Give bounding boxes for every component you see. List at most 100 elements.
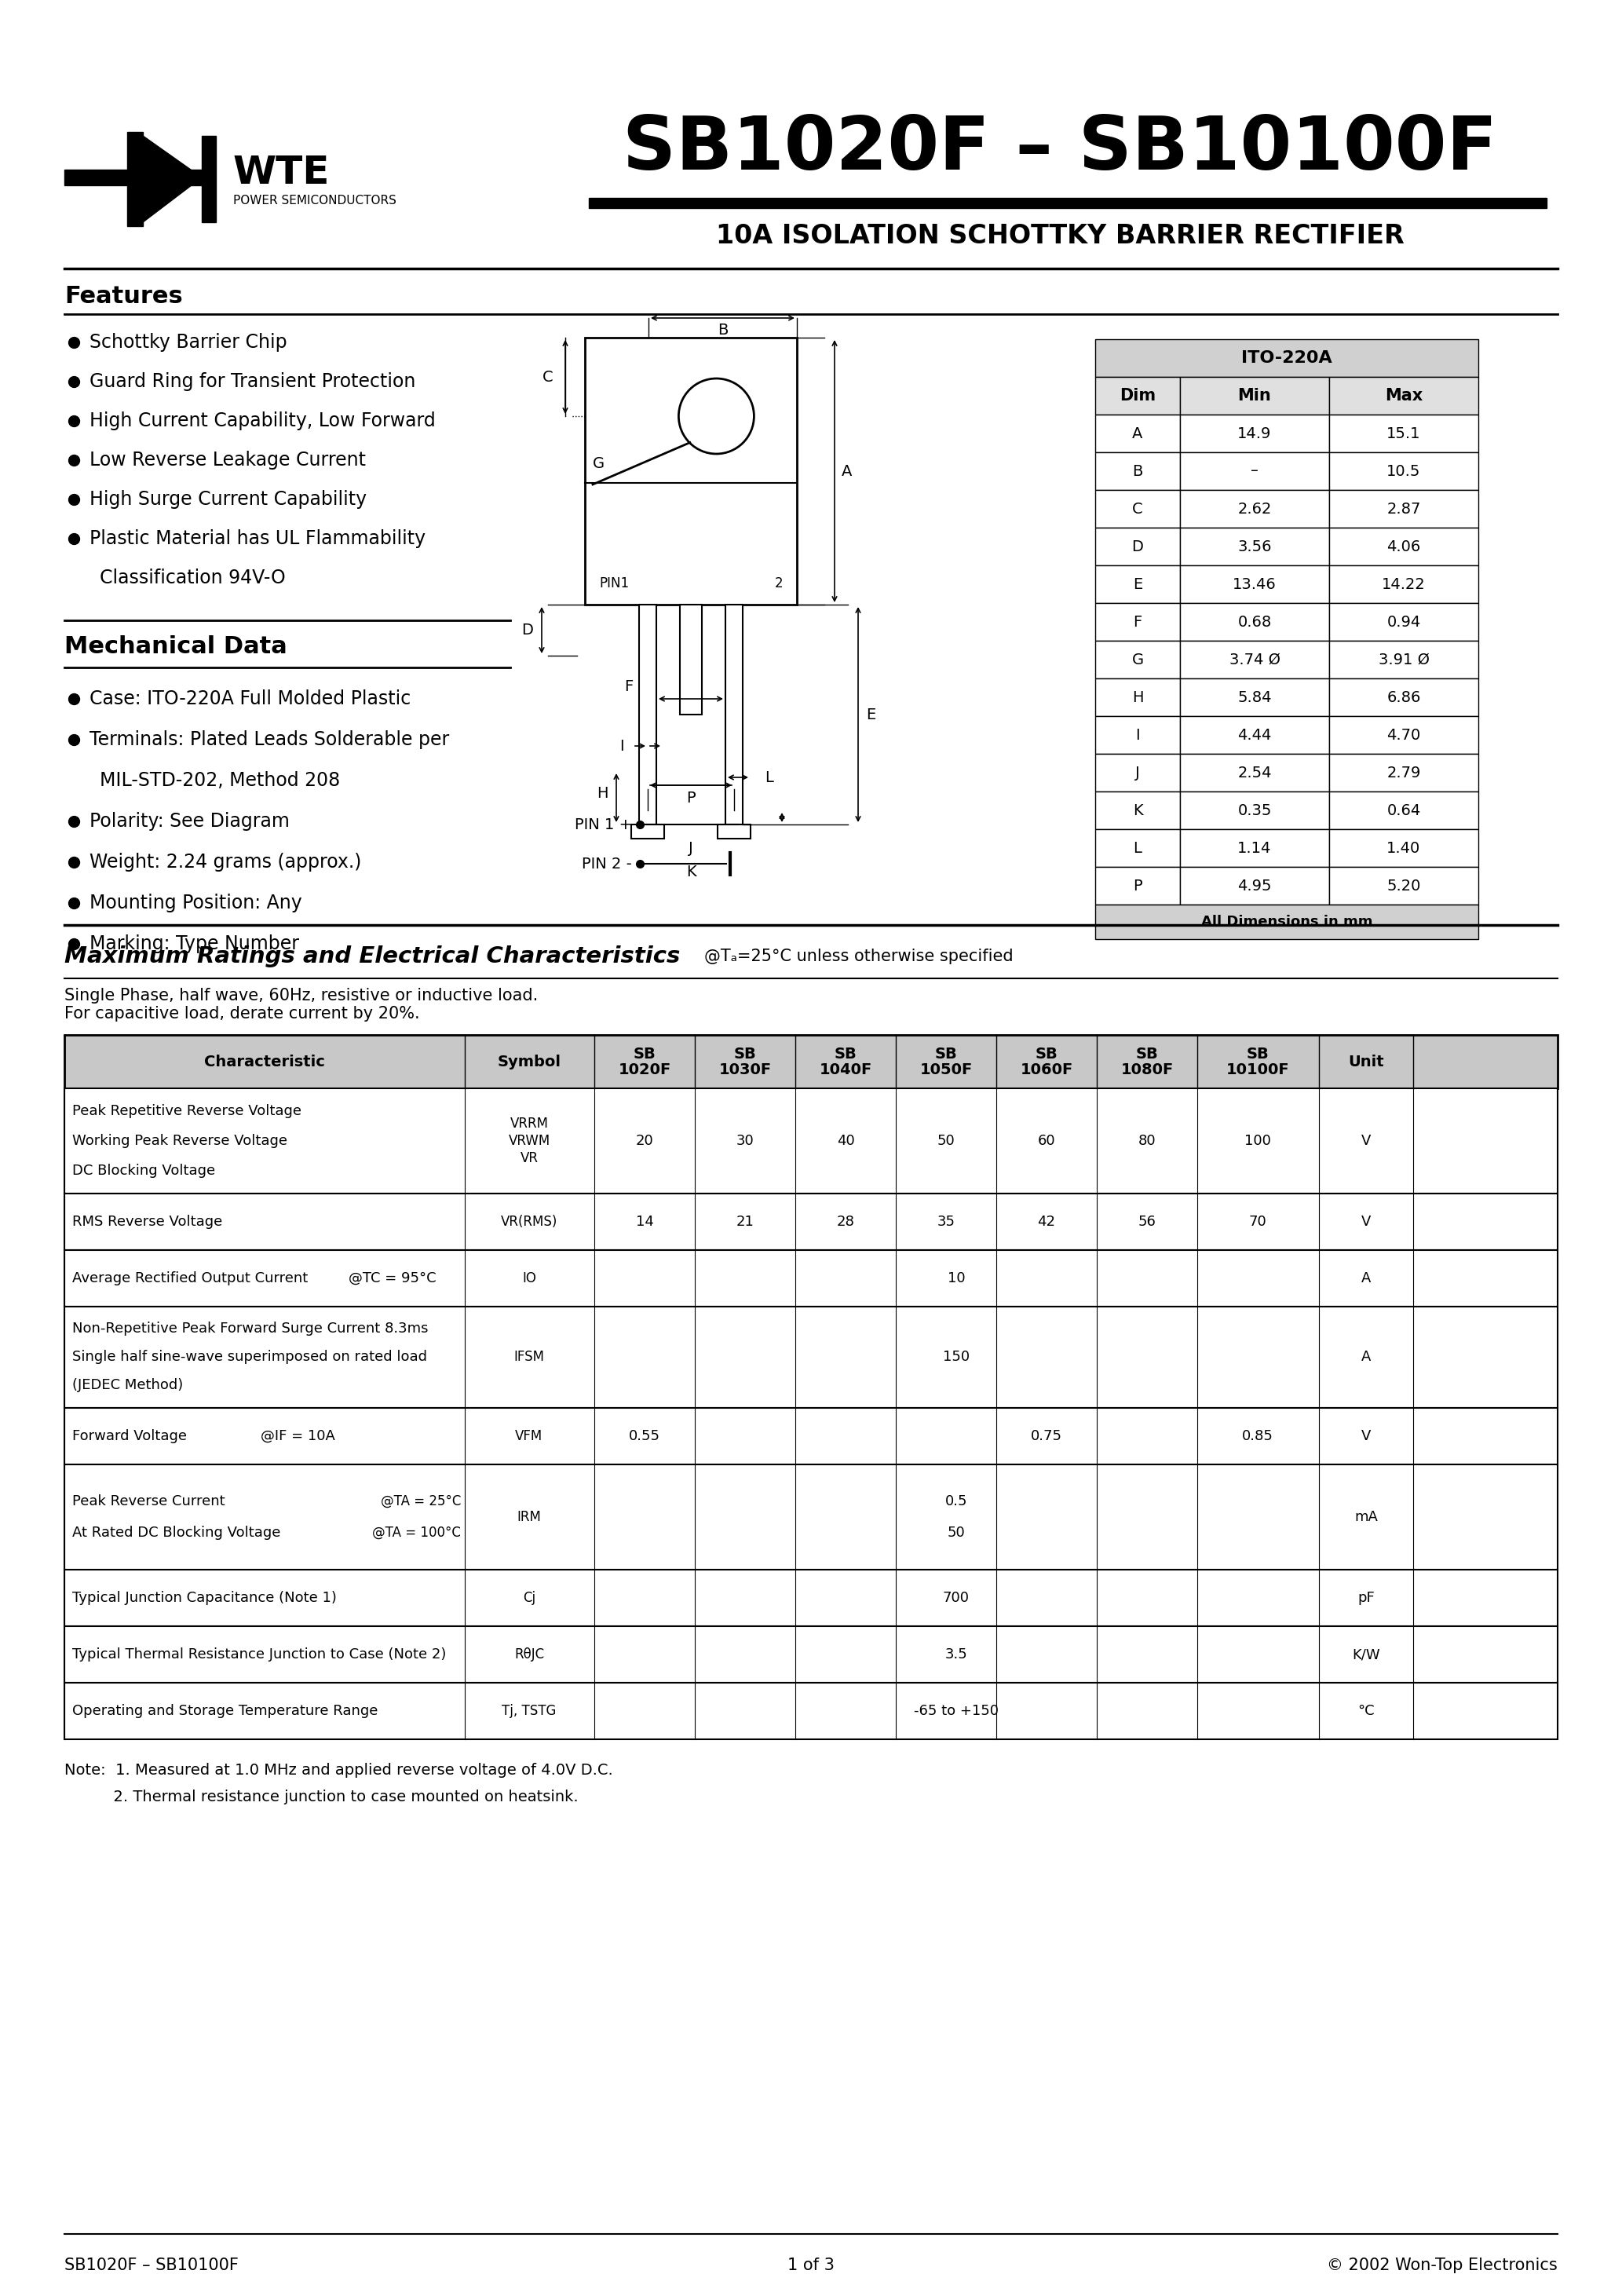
Text: V: V (1361, 1134, 1371, 1148)
Bar (1179, 716, 1328, 753)
Text: @TA = 25°C: @TA = 25°C (381, 1495, 461, 1508)
Text: 4.70: 4.70 (1387, 728, 1421, 742)
Text: 1040F: 1040F (819, 1063, 873, 1077)
Bar (1095, 829, 1179, 868)
Text: B: B (717, 324, 728, 338)
Text: Dim: Dim (1119, 388, 1156, 404)
Text: J: J (1135, 765, 1140, 781)
Text: 5.20: 5.20 (1387, 879, 1421, 893)
Text: Polarity: See Diagram: Polarity: See Diagram (89, 813, 290, 831)
Text: 14.9: 14.9 (1238, 427, 1272, 441)
Bar (1328, 452, 1478, 489)
Bar (1095, 716, 1179, 753)
Text: 60: 60 (1038, 1134, 1056, 1148)
Text: 70: 70 (1249, 1215, 1267, 1228)
Text: Terminals: Plated Leads Solderable per: Terminals: Plated Leads Solderable per (89, 730, 449, 748)
Bar (65, 1626, 1557, 1683)
Text: A: A (1361, 1272, 1371, 1286)
Bar (1095, 905, 1478, 939)
Bar (1328, 753, 1478, 792)
Text: (JEDEC Method): (JEDEC Method) (73, 1378, 183, 1391)
Text: Symbol: Symbol (498, 1054, 561, 1070)
Text: PIN1: PIN1 (599, 576, 629, 590)
Text: 1050F: 1050F (920, 1063, 973, 1077)
Text: Schottky Barrier Chip: Schottky Barrier Chip (89, 333, 287, 351)
Text: 5.84: 5.84 (1238, 689, 1272, 705)
Text: Unit: Unit (1348, 1054, 1384, 1070)
Text: 1020F: 1020F (618, 1063, 672, 1077)
Text: V: V (1361, 1428, 1371, 1444)
Bar (65, 1306, 1557, 1407)
Text: 2.87: 2.87 (1387, 501, 1421, 517)
Bar (639, 604, 657, 824)
Text: 4.44: 4.44 (1238, 728, 1272, 742)
Bar (1095, 340, 1478, 377)
Text: Low Reverse Leakage Current: Low Reverse Leakage Current (89, 450, 367, 471)
Text: °C: °C (1358, 1704, 1374, 1717)
Text: 4.95: 4.95 (1238, 879, 1272, 893)
Bar (1179, 565, 1328, 604)
Bar (1095, 565, 1179, 604)
Text: 2.79: 2.79 (1387, 765, 1421, 781)
Text: SB1020F – SB10100F: SB1020F – SB10100F (623, 113, 1497, 186)
Text: Max: Max (1385, 388, 1422, 404)
Text: 10A ISOLATION SCHOTTKY BARRIER RECTIFIER: 10A ISOLATION SCHOTTKY BARRIER RECTIFIER (715, 223, 1405, 248)
Text: D: D (1132, 540, 1144, 553)
Text: 700: 700 (942, 1591, 970, 1605)
Text: 14: 14 (636, 1215, 654, 1228)
Text: I: I (620, 739, 624, 753)
Polygon shape (201, 135, 216, 223)
Text: 80: 80 (1139, 1134, 1156, 1148)
Text: K/W: K/W (1353, 1649, 1380, 1662)
Bar (1179, 377, 1328, 416)
Polygon shape (589, 197, 1547, 209)
Bar (1179, 677, 1328, 716)
Text: High Surge Current Capability: High Surge Current Capability (89, 489, 367, 510)
Text: 100: 100 (1244, 1134, 1272, 1148)
Bar (1095, 641, 1179, 677)
Text: 13.46: 13.46 (1233, 576, 1277, 592)
Text: Cj: Cj (522, 1591, 535, 1605)
Text: SB: SB (834, 1047, 856, 1061)
Text: High Current Capability, Low Forward: High Current Capability, Low Forward (89, 411, 436, 429)
Bar (1179, 452, 1328, 489)
Text: All Dimensions in mm: All Dimensions in mm (1200, 914, 1372, 930)
Text: B: B (1132, 464, 1144, 478)
Bar (1095, 489, 1179, 528)
Bar (1095, 868, 1179, 905)
Text: –: – (1251, 464, 1259, 478)
Bar (1179, 753, 1328, 792)
Text: 3.91 Ø: 3.91 Ø (1379, 652, 1429, 668)
Text: Typical Thermal Resistance Junction to Case (Note 2): Typical Thermal Resistance Junction to C… (73, 1649, 446, 1662)
Text: F: F (1134, 615, 1142, 629)
Bar (725, 604, 743, 824)
Text: D: D (522, 622, 534, 638)
Bar (1095, 753, 1179, 792)
Bar (1328, 716, 1478, 753)
Text: 20: 20 (636, 1134, 654, 1148)
Text: Mechanical Data: Mechanical Data (65, 636, 287, 659)
Text: Tj, TSTG: Tj, TSTG (501, 1704, 556, 1717)
Bar (65, 1249, 1557, 1306)
Bar (65, 1570, 1557, 1626)
Text: WTE: WTE (234, 154, 329, 191)
Text: Working Peak Reverse Voltage: Working Peak Reverse Voltage (73, 1134, 287, 1148)
Bar (65, 1035, 1557, 1088)
Bar (1328, 416, 1478, 452)
Bar (1328, 489, 1478, 528)
Text: E: E (1132, 576, 1142, 592)
Bar (1095, 677, 1179, 716)
Text: 35: 35 (938, 1215, 955, 1228)
Text: IFSM: IFSM (514, 1350, 545, 1364)
Bar (586, 338, 796, 604)
Text: 6.86: 6.86 (1387, 689, 1421, 705)
Bar (1328, 868, 1478, 905)
Text: K: K (1132, 804, 1142, 817)
Polygon shape (143, 135, 201, 223)
Text: Plastic Material has UL Flammability: Plastic Material has UL Flammability (89, 530, 425, 549)
Text: @TA = 100°C: @TA = 100°C (371, 1527, 461, 1541)
Bar (1179, 528, 1328, 565)
Text: Guard Ring for Transient Protection: Guard Ring for Transient Protection (89, 372, 415, 390)
Text: Mounting Position: Any: Mounting Position: Any (89, 893, 302, 912)
Text: 21: 21 (736, 1215, 754, 1228)
